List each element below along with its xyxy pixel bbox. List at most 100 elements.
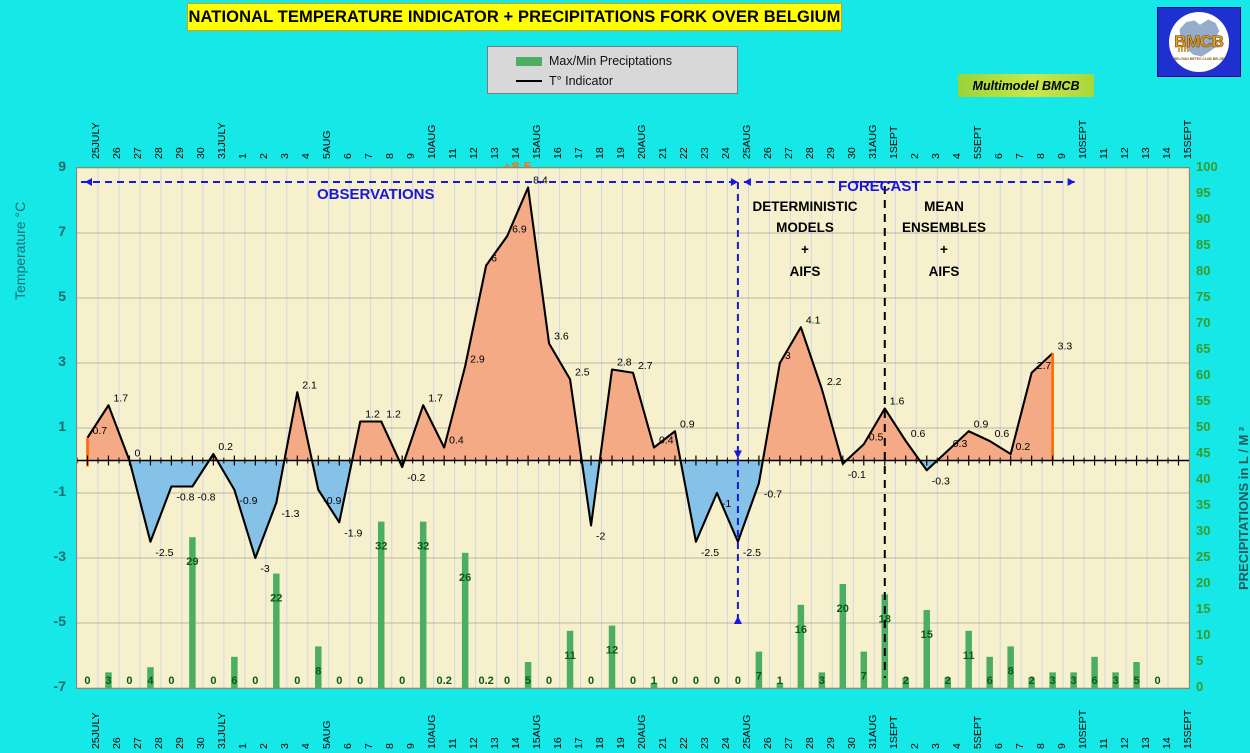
x-label-top-28: 22 <box>677 147 690 159</box>
x-label-top-0: 25JULY <box>90 122 103 159</box>
svg-text:0.2: 0.2 <box>218 441 233 453</box>
svg-text:3: 3 <box>105 675 111 687</box>
svg-text:0: 0 <box>399 675 405 687</box>
x-label-bottom-37: 31AUG <box>866 714 879 749</box>
chart-plot-area: 0.7 1.7 0 -2.5 -0.8 -0.8 0.2 -0.9 -3 -1.3 2.1 -0.9 -… <box>76 167 1190 689</box>
svg-text:32: 32 <box>417 541 429 553</box>
chart-canvas: 0.7 1.7 0 -2.5 -0.8 -0.8 0.2 -0.9 -3 -1.3 2.1 -0.9 -… <box>77 168 1189 688</box>
svg-text:0: 0 <box>672 675 678 687</box>
svg-text:11: 11 <box>564 650 576 662</box>
x-label-bottom-46: 9 <box>1055 743 1068 749</box>
svg-text:0: 0 <box>504 675 510 687</box>
svg-text:-1: -1 <box>722 498 731 510</box>
svg-text:1.7: 1.7 <box>113 392 128 404</box>
svg-text:1: 1 <box>651 675 657 687</box>
precipitation-swatch-icon <box>516 56 542 66</box>
svg-text:8.4: 8.4 <box>533 175 548 187</box>
svg-text:-0.7: -0.7 <box>764 488 782 500</box>
x-label-bottom-36: 30 <box>845 737 858 749</box>
x-label-bottom-4: 29 <box>174 737 187 749</box>
x-label-top-10: 4 <box>300 153 313 159</box>
svg-text:0: 0 <box>693 675 699 687</box>
svg-text:18: 18 <box>879 613 891 625</box>
legend-item-precipitations: Max/Min Preciptations <box>488 51 737 71</box>
x-label-bottom-14: 8 <box>384 743 397 749</box>
x-label-top-23: 17 <box>573 147 586 159</box>
x-label-top-2: 27 <box>132 147 145 159</box>
x-label-top-26: 20AUG <box>636 124 648 159</box>
svg-text:7: 7 <box>756 671 762 683</box>
logo-subtitle: BELGIAN METEO CLUB BELGE <box>1173 57 1225 61</box>
svg-text:0: 0 <box>546 675 552 687</box>
x-label-bottom-39: 2 <box>908 743 921 749</box>
x-label-top-46: 9 <box>1055 153 1068 159</box>
y-tick-right-30: 30 <box>1196 523 1211 538</box>
x-label-bottom-20: 14 <box>510 737 523 749</box>
ensembles-line-3: + <box>940 242 948 257</box>
x-label-top-49: 12 <box>1118 147 1131 159</box>
x-label-bottom-24: 18 <box>594 737 607 749</box>
svg-text:0: 0 <box>630 675 636 687</box>
svg-text:4.1: 4.1 <box>806 314 821 326</box>
svg-text:0.5: 0.5 <box>869 431 884 443</box>
svg-text:0: 0 <box>735 675 741 687</box>
page-title-text: NATIONAL TEMPERATURE INDICATOR + PRECIPI… <box>188 7 841 26</box>
forecast-label: FORECAST <box>838 178 921 195</box>
x-label-bottom-0: 25JULY <box>90 712 103 749</box>
legend-label-precipitations: Max/Min Preciptations <box>549 54 672 68</box>
x-label-top-52: 15SEPT <box>1181 119 1194 159</box>
svg-text:0: 0 <box>294 675 300 687</box>
x-label-bottom-42: 5SEPT <box>971 715 984 749</box>
x-label-top-19: 13 <box>489 147 502 159</box>
svg-text:-0.9: -0.9 <box>323 495 341 507</box>
y-tick-right-70: 70 <box>1196 315 1211 330</box>
x-label-top-3: 28 <box>153 147 166 159</box>
x-label-bottom-16: 10AUG <box>426 714 439 749</box>
deterministic-line-1: DETERMINISTIC <box>752 199 858 214</box>
x-label-top-25: 19 <box>615 147 628 159</box>
x-label-top-51: 14 <box>1160 147 1173 159</box>
svg-text:-3: -3 <box>260 563 269 575</box>
y-tick-left-5: 5 <box>58 288 66 304</box>
y-tick-right-5: 5 <box>1196 653 1204 668</box>
svg-text:3: 3 <box>785 350 791 362</box>
svg-text:-2.5: -2.5 <box>701 547 719 559</box>
svg-text:2: 2 <box>903 675 909 687</box>
svg-text:0.3: 0.3 <box>953 438 968 450</box>
x-label-bottom-12: 6 <box>342 743 355 749</box>
svg-text:3: 3 <box>819 675 825 687</box>
y-tick-left-3: 3 <box>58 353 66 369</box>
x-label-bottom-32: 26 <box>761 737 774 749</box>
x-label-bottom-17: 11 <box>447 738 460 749</box>
svg-text:20: 20 <box>837 603 849 615</box>
x-label-bottom-8: 2 <box>258 743 271 749</box>
x-label-bottom-22: 16 <box>552 737 565 749</box>
x-label-top-39: 2 <box>908 153 921 159</box>
svg-text:32: 32 <box>375 541 387 553</box>
x-label-bottom-23: 17 <box>573 737 586 749</box>
x-label-top-18: 12 <box>468 147 481 159</box>
x-label-bottom-44: 7 <box>1013 743 1026 749</box>
svg-text:5: 5 <box>525 675 531 687</box>
svg-text:2.5: 2.5 <box>575 366 590 378</box>
x-label-top-27: 21 <box>656 147 669 159</box>
x-label-top-17: 11 <box>447 148 460 159</box>
y-tick-left-7: 7 <box>58 223 66 239</box>
svg-text:22: 22 <box>270 593 282 605</box>
x-label-top-34: 28 <box>803 147 816 159</box>
x-label-bottom-3: 28 <box>153 737 166 749</box>
x-label-top-33: 27 <box>782 147 795 159</box>
x-label-top-38: 1SEPT <box>887 125 900 159</box>
x-label-bottom-11: 5AUG <box>321 720 334 749</box>
x-label-top-22: 16 <box>552 147 565 159</box>
svg-text:26: 26 <box>459 572 471 584</box>
y-tick-left-9: 9 <box>58 158 66 174</box>
chart-legend: Max/Min Preciptations T° Indicator <box>487 46 738 94</box>
svg-text:2.1: 2.1 <box>302 379 317 391</box>
x-label-bottom-52: 15SEPT <box>1181 709 1194 749</box>
svg-text:-2.5: -2.5 <box>155 547 173 559</box>
x-label-top-37: 31AUG <box>866 124 879 159</box>
svg-text:0.7: 0.7 <box>92 425 107 437</box>
y-tick-right-40: 40 <box>1196 471 1211 486</box>
svg-text:1.7: 1.7 <box>428 392 443 404</box>
